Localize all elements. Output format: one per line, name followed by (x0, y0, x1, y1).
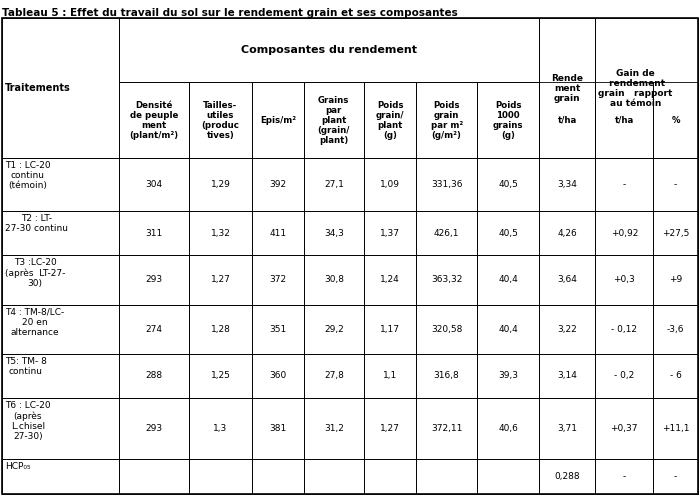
Text: -: - (674, 472, 678, 481)
Text: Poids
1000
grains
(g): Poids 1000 grains (g) (493, 101, 524, 140)
Text: 372,11: 372,11 (431, 424, 462, 433)
Text: -: - (674, 180, 678, 189)
Text: Epis/m²: Epis/m² (260, 116, 296, 125)
Text: 3,71: 3,71 (557, 424, 578, 433)
Text: 29,2: 29,2 (324, 325, 344, 334)
Text: +9: +9 (669, 275, 682, 284)
Text: T6 : LC-20
(après
L.chisel
27-30): T6 : LC-20 (après L.chisel 27-30) (5, 401, 50, 441)
Text: 40,6: 40,6 (498, 424, 518, 433)
Text: 40,4: 40,4 (498, 325, 518, 334)
Text: 288: 288 (146, 372, 162, 380)
Text: T3 :LC-20
(après  LT-27-
30): T3 :LC-20 (après LT-27- 30) (5, 258, 65, 288)
Text: -3,6: -3,6 (667, 325, 685, 334)
Text: Poids
grain/
plant
(g): Poids grain/ plant (g) (376, 101, 405, 140)
Text: 274: 274 (146, 325, 162, 334)
Text: 40,5: 40,5 (498, 180, 518, 189)
Text: Rende
ment
grain: Rende ment grain (552, 74, 583, 103)
Text: - 0,2: - 0,2 (614, 372, 634, 380)
Text: 40,5: 40,5 (498, 229, 518, 238)
Text: 3,64: 3,64 (557, 275, 578, 284)
Text: - 6: - 6 (670, 372, 682, 380)
Text: HCP₀₅: HCP₀₅ (5, 462, 31, 471)
Text: Composantes du rendement: Composantes du rendement (241, 45, 417, 55)
Text: 293: 293 (146, 424, 162, 433)
Text: 304: 304 (146, 180, 162, 189)
Text: +11,1: +11,1 (662, 424, 690, 433)
Text: +0,92: +0,92 (610, 229, 638, 238)
Text: T5: TM- 8
continu: T5: TM- 8 continu (5, 357, 47, 375)
Text: 372: 372 (270, 275, 286, 284)
Text: 1,1: 1,1 (383, 372, 398, 380)
Text: 1,25: 1,25 (211, 372, 230, 380)
Text: 316,8: 316,8 (434, 372, 459, 380)
Text: Gain de
 rendement
grain   rapport
au témoin: Gain de rendement grain rapport au témoi… (598, 69, 673, 108)
Text: 1,24: 1,24 (380, 275, 400, 284)
Text: -: - (622, 180, 626, 189)
Text: 3,14: 3,14 (557, 372, 578, 380)
Text: Traitements: Traitements (5, 83, 71, 93)
Text: T2 : LT-
27-30 continu: T2 : LT- 27-30 continu (5, 214, 68, 233)
Text: Tableau 5 : Effet du travail du sol sur le rendement grain et ses composantes: Tableau 5 : Effet du travail du sol sur … (2, 8, 458, 18)
Text: 1,27: 1,27 (211, 275, 230, 284)
Text: 392: 392 (270, 180, 286, 189)
Text: t/ha: t/ha (558, 116, 577, 125)
Text: 39,3: 39,3 (498, 372, 518, 380)
Text: 0,288: 0,288 (554, 472, 580, 481)
Text: 3,22: 3,22 (557, 325, 578, 334)
Text: 381: 381 (270, 424, 286, 433)
Text: +0,3: +0,3 (613, 275, 635, 284)
Text: 320,58: 320,58 (431, 325, 462, 334)
Text: 3,34: 3,34 (557, 180, 578, 189)
Text: Tailles-
utiles
(produc
tives): Tailles- utiles (produc tives) (202, 101, 239, 140)
Text: +0,37: +0,37 (610, 424, 638, 433)
Text: -: - (622, 472, 626, 481)
Text: 27,8: 27,8 (324, 372, 344, 380)
Text: 1,32: 1,32 (211, 229, 230, 238)
Text: 1,27: 1,27 (380, 424, 400, 433)
Text: 1,3: 1,3 (214, 424, 228, 433)
Text: Grains
par
plant
(grain/
plant): Grains par plant (grain/ plant) (318, 96, 350, 145)
Text: 363,32: 363,32 (431, 275, 462, 284)
Text: 1,09: 1,09 (380, 180, 400, 189)
Text: 40,4: 40,4 (498, 275, 518, 284)
Text: %: % (671, 116, 680, 125)
Text: t/ha: t/ha (615, 116, 634, 125)
Text: 411: 411 (270, 229, 286, 238)
Text: +27,5: +27,5 (662, 229, 690, 238)
Text: 30,8: 30,8 (324, 275, 344, 284)
Text: 4,26: 4,26 (557, 229, 578, 238)
Text: 351: 351 (270, 325, 286, 334)
Text: 27,1: 27,1 (324, 180, 344, 189)
Text: 426,1: 426,1 (434, 229, 459, 238)
Text: 360: 360 (270, 372, 286, 380)
Text: 1,29: 1,29 (211, 180, 230, 189)
Text: Poids
grain
par m²
(g/m²): Poids grain par m² (g/m²) (430, 101, 463, 140)
Text: 331,36: 331,36 (431, 180, 463, 189)
Text: 311: 311 (146, 229, 162, 238)
Text: T4 : TM-8/LC-
20 en
alternance: T4 : TM-8/LC- 20 en alternance (5, 308, 64, 337)
Text: 34,3: 34,3 (324, 229, 344, 238)
Text: 293: 293 (146, 275, 162, 284)
Text: 31,2: 31,2 (324, 424, 344, 433)
Text: 1,37: 1,37 (380, 229, 400, 238)
Text: Densité
de peuple
ment
(plant/m²): Densité de peuple ment (plant/m²) (130, 101, 178, 140)
Text: 1,17: 1,17 (380, 325, 400, 334)
Text: T1 : LC-20
continu
(témoin): T1 : LC-20 continu (témoin) (5, 161, 50, 190)
Text: 1,28: 1,28 (211, 325, 230, 334)
Text: - 0,12: - 0,12 (611, 325, 637, 334)
